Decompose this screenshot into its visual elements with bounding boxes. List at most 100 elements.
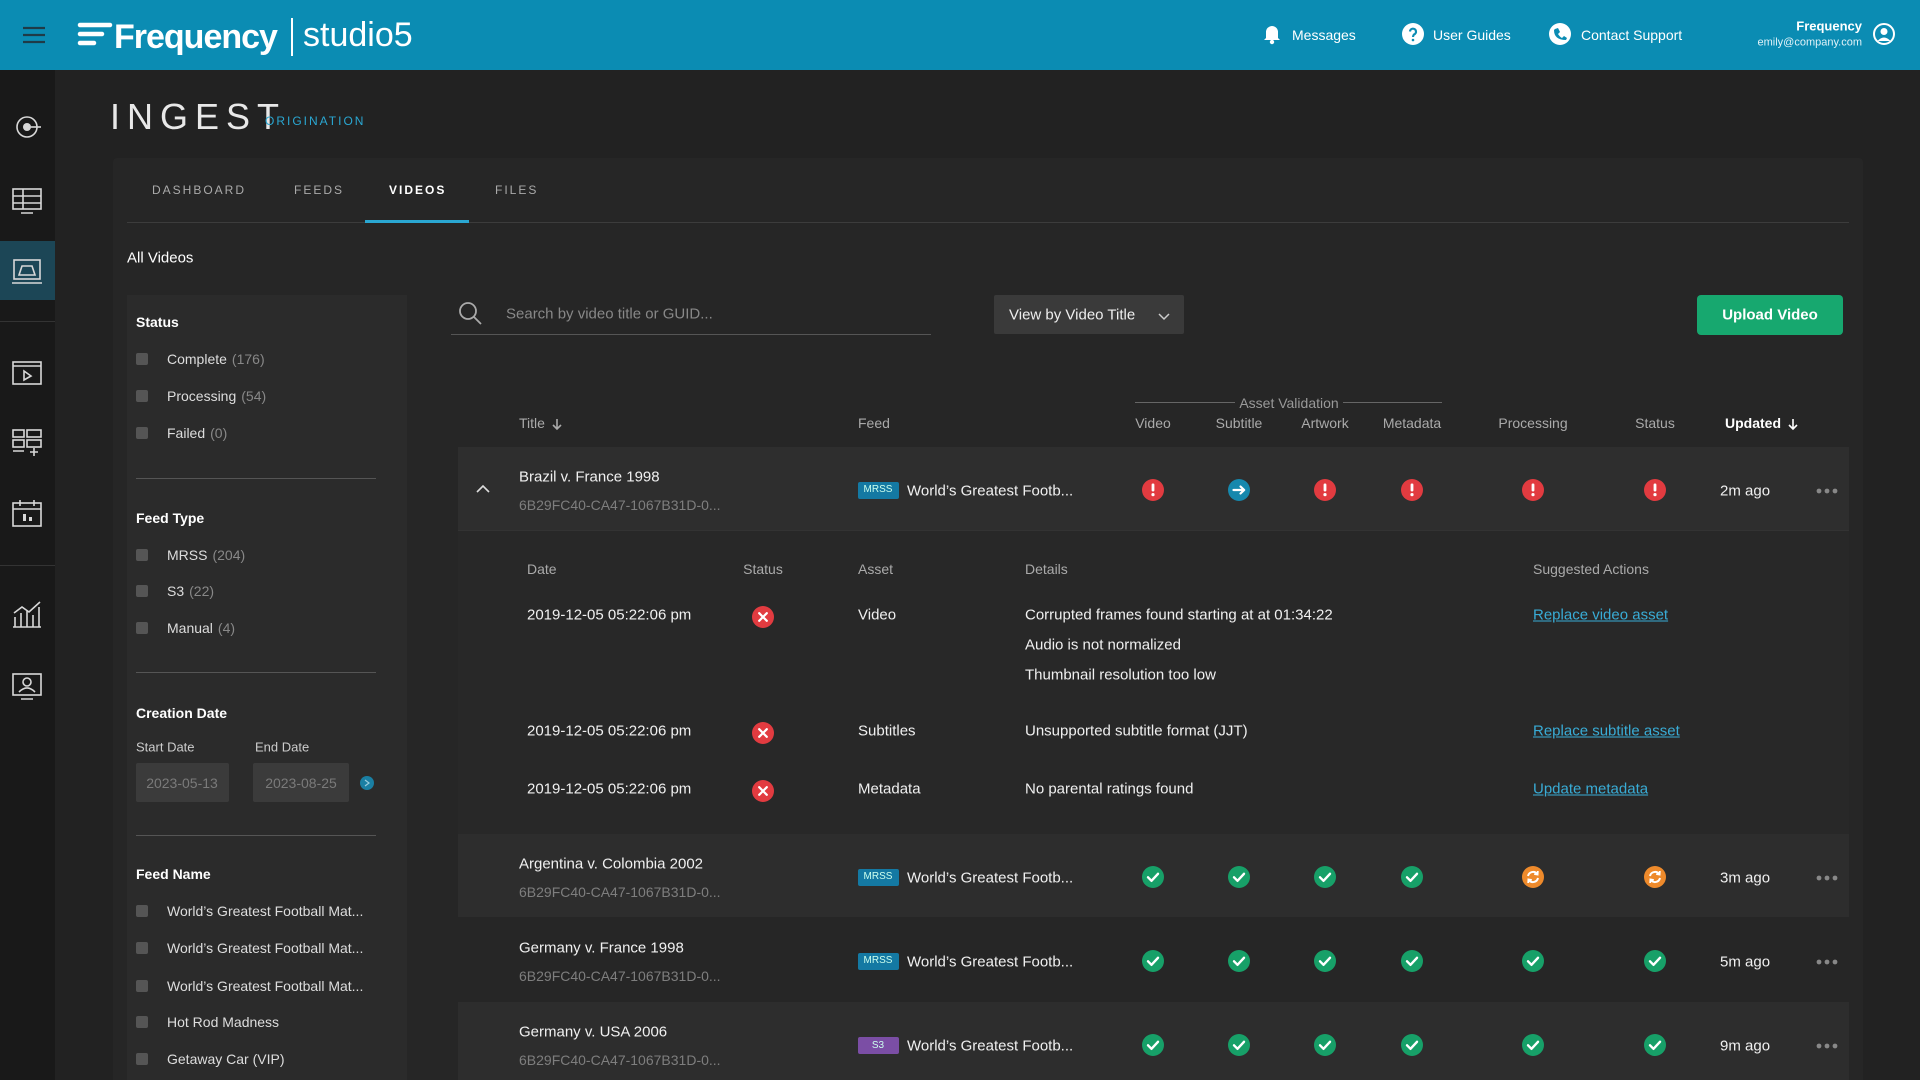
- checkbox[interactable]: [136, 353, 148, 365]
- icon-part: [1816, 875, 1822, 880]
- view-by-dropdown[interactable]: [994, 295, 1184, 334]
- row-menu[interactable]: [1815, 488, 1839, 494]
- filter-option[interactable]: Failed: [167, 425, 206, 441]
- filter-option[interactable]: Processing: [167, 388, 237, 404]
- icon-part: [1405, 1040, 1419, 1050]
- nav-icon[interactable]: [1549, 23, 1571, 45]
- brand: Frequency: [114, 18, 278, 56]
- detail-date: 2019-12-05 05:22:06 pm: [527, 606, 692, 624]
- icon-part: [1405, 956, 1419, 966]
- checkbox[interactable]: [136, 390, 148, 402]
- filter-count: (54): [241, 388, 267, 404]
- checkbox[interactable]: [136, 1016, 148, 1028]
- icon-part: [12, 673, 42, 696]
- tab[interactable]: DASHBOARD: [152, 183, 247, 197]
- sidebar-icon[interactable]: [11, 426, 43, 458]
- feed-badge: [858, 952, 899, 970]
- sidebar-divider: [0, 565, 55, 566]
- icon-part: [1824, 875, 1830, 880]
- suggested-action[interactable]: Update metadata: [1533, 780, 1649, 798]
- filter-option[interactable]: Manual: [167, 620, 213, 636]
- suggested-action[interactable]: Replace subtitle asset: [1533, 722, 1680, 740]
- icon-part: [1232, 484, 1246, 495]
- menu-button[interactable]: [23, 26, 45, 44]
- checkbox[interactable]: [136, 1053, 148, 1065]
- detail-header: Suggested Actions: [1533, 561, 1649, 577]
- apply-date[interactable]: [359, 775, 375, 791]
- icon-part: [12, 265, 42, 284]
- sidebar-icon[interactable]: [11, 111, 43, 143]
- filter-option[interactable]: Complete: [167, 351, 227, 367]
- filter-option[interactable]: World’s Greatest Football Mat...: [167, 978, 364, 994]
- upload-button-label[interactable]: Upload Video: [1722, 306, 1818, 324]
- checkbox[interactable]: [136, 905, 148, 917]
- feed-badge: [858, 481, 899, 499]
- icon-part: [1323, 492, 1327, 496]
- icon-part: [1146, 956, 1160, 966]
- filter-option[interactable]: Hot Rod Madness: [167, 1014, 280, 1030]
- sidebar-icon[interactable]: [11, 670, 43, 702]
- detail-text: Audio is not normalized: [1025, 636, 1181, 654]
- detail-asset: Subtitles: [858, 722, 916, 740]
- icon-part: [1146, 1040, 1160, 1050]
- date-input[interactable]: [136, 763, 229, 802]
- column-header[interactable]: Updated: [1725, 415, 1781, 431]
- checkbox[interactable]: [136, 549, 148, 561]
- icon-part: [459, 302, 477, 320]
- sort-arrow[interactable]: [1788, 418, 1798, 431]
- checkbox[interactable]: [136, 427, 148, 439]
- checkbox[interactable]: [136, 622, 148, 634]
- checkbox[interactable]: [136, 585, 148, 597]
- sort-arrow[interactable]: [552, 418, 562, 431]
- sidebar-icon[interactable]: [11, 356, 43, 388]
- filter-count: (22): [189, 583, 215, 599]
- tab[interactable]: VIDEOS: [389, 183, 447, 197]
- filter-option[interactable]: World’s Greatest Football Mat...: [167, 903, 364, 919]
- column-header[interactable]: Title: [519, 415, 545, 431]
- updated: 3m ago: [1720, 869, 1771, 886]
- video-guid: 6B29FC40-CA47-1067B31D-0...: [519, 1052, 721, 1068]
- feed-name: World’s Greatest Footb...: [907, 1037, 1074, 1055]
- nav-link[interactable]: User Guides: [1433, 27, 1511, 43]
- nav-link[interactable]: Contact Support: [1581, 27, 1683, 43]
- filter-option[interactable]: S3: [167, 583, 185, 599]
- icon-part: [1410, 492, 1414, 496]
- icon-part: [1816, 959, 1822, 964]
- detail-text: No parental ratings found: [1025, 780, 1194, 798]
- search-input[interactable]: Search by video title or GUID...: [506, 305, 713, 323]
- nav-icon[interactable]: [1402, 23, 1424, 45]
- date-input[interactable]: [253, 763, 349, 802]
- upload-button[interactable]: [1697, 295, 1843, 335]
- icon-part: [1554, 28, 1567, 40]
- icon-part: [1232, 956, 1246, 966]
- icon-part: [1832, 488, 1838, 493]
- icon-part: [26, 429, 42, 438]
- filter-title: Creation Date: [136, 705, 228, 721]
- filter-option[interactable]: Getaway Car (VIP): [167, 1051, 285, 1067]
- feed-name: World’s Greatest Footb...: [907, 953, 1074, 970]
- nav-link[interactable]: Messages: [1292, 27, 1356, 43]
- user-avatar[interactable]: [1872, 22, 1896, 46]
- row-menu[interactable]: [1815, 1043, 1839, 1049]
- icon-part: [23, 514, 26, 521]
- column-header: Subtitle: [1215, 415, 1263, 431]
- row-menu[interactable]: [1815, 959, 1839, 965]
- sidebar-icon[interactable]: [11, 184, 43, 216]
- suggested-action[interactable]: Replace video asset: [1533, 606, 1669, 624]
- filter-option[interactable]: MRSS: [167, 547, 208, 563]
- filter-option[interactable]: World’s Greatest Football Mat...: [167, 940, 364, 956]
- video-title: Argentina v. Colombia 2002: [519, 855, 703, 872]
- row-menu[interactable]: [1815, 875, 1839, 881]
- tab[interactable]: FEEDS: [294, 183, 345, 197]
- checkbox[interactable]: [136, 980, 148, 992]
- filter-title: Feed Type: [136, 510, 205, 526]
- sidebar-icon[interactable]: [11, 498, 43, 530]
- icon-part: [1264, 26, 1280, 40]
- nav-icon[interactable]: [1261, 23, 1283, 45]
- checkbox[interactable]: [136, 942, 148, 954]
- tab[interactable]: FILES: [495, 183, 539, 197]
- sidebar-icon[interactable]: [11, 599, 43, 631]
- sidebar-icon[interactable]: [11, 255, 43, 287]
- icon-part: [1228, 1034, 1250, 1056]
- collapse-chevron[interactable]: [475, 484, 491, 494]
